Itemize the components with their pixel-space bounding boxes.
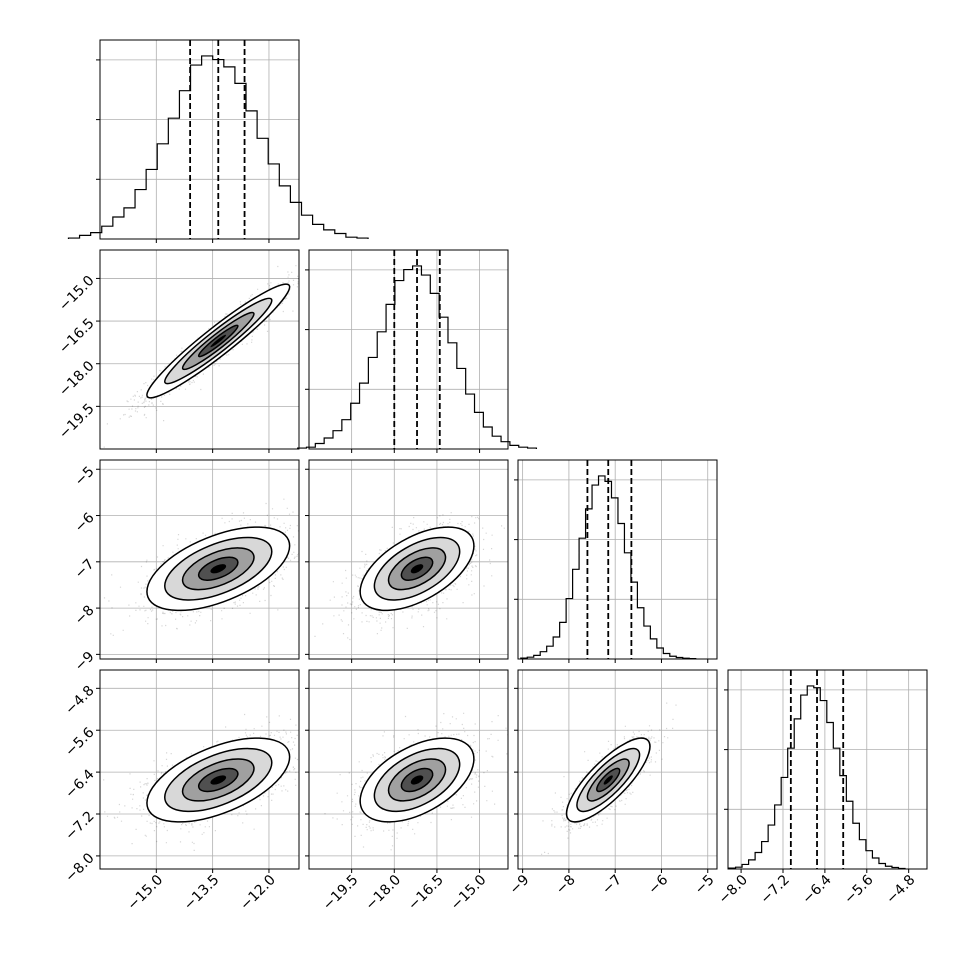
x-tick-label: −6	[645, 872, 671, 898]
x-tick-label: −15.0	[125, 872, 167, 914]
panel-frame	[99, 249, 300, 450]
density-contour	[210, 775, 227, 785]
x-tick-label: −4.8	[883, 872, 918, 907]
histogram-panel	[724, 669, 928, 873]
panel-frame	[99, 669, 300, 870]
histogram-panel	[514, 459, 718, 663]
density-layer	[541, 702, 677, 855]
scatter-panel	[514, 669, 718, 873]
x-tick-label: −18.0	[363, 872, 405, 914]
x-tick-label: −7.2	[758, 872, 793, 907]
panel-frame	[99, 459, 300, 660]
panel-frame	[727, 669, 928, 870]
density-contour	[210, 564, 227, 574]
histogram-panel	[67, 39, 369, 243]
density-contour	[210, 334, 227, 348]
y-tick-label: −5	[72, 464, 98, 490]
density-layer	[103, 713, 299, 851]
x-tick-label: −9	[507, 872, 533, 898]
x-tick-label: −7	[599, 872, 625, 898]
scatter-panel	[96, 249, 300, 453]
density-contour	[410, 775, 424, 785]
y-tick-label: −8	[72, 602, 98, 628]
scatter-panel	[96, 669, 300, 873]
panel-frame	[517, 669, 718, 870]
panel-frame	[99, 39, 300, 240]
y-tick-label: −4.8	[62, 683, 97, 718]
panel-frame	[308, 459, 509, 660]
y-tick-label: −9	[72, 649, 98, 675]
histogram-steps	[297, 265, 538, 449]
histogram-steps	[728, 685, 906, 870]
histogram-panel	[297, 249, 538, 453]
x-tick-label: −16.5	[405, 872, 447, 914]
x-tick-label: −5	[692, 872, 718, 898]
y-tick-label: −6	[72, 510, 98, 536]
y-tick-label: −16.5	[56, 315, 98, 357]
density-layer	[103, 498, 299, 636]
density-contour	[603, 775, 613, 785]
x-tick-label: −8	[553, 872, 579, 898]
density-layer	[314, 512, 505, 641]
y-tick-label: −19.5	[56, 401, 98, 443]
y-tick-label: −15.0	[56, 273, 98, 315]
density-layer	[324, 712, 508, 851]
y-tick-label: −7.2	[62, 808, 97, 843]
density-layer	[103, 265, 299, 448]
x-tick-label: −5.6	[841, 872, 876, 907]
y-tick-label: −7	[72, 556, 98, 582]
scatter-panel	[305, 459, 509, 663]
x-tick-label: −8.0	[716, 872, 751, 907]
y-tick-label: −6.4	[62, 766, 97, 801]
y-tick-label: −5.6	[62, 725, 97, 760]
panel-frame	[517, 459, 718, 660]
density-contour	[410, 564, 424, 574]
x-tick-label: −13.5	[181, 872, 223, 914]
y-tick-label: −8.0	[62, 850, 97, 885]
scatter-panel	[305, 669, 509, 873]
x-tick-label: −12.0	[237, 872, 279, 914]
scatter-panel	[96, 459, 300, 663]
x-tick-label: −6.4	[799, 872, 834, 907]
panel-frame	[308, 669, 509, 870]
x-tick-label: −15.0	[448, 872, 490, 914]
y-tick-label: −18.0	[56, 358, 98, 400]
x-tick-label: −19.5	[320, 872, 362, 914]
panel-frame	[308, 249, 509, 450]
